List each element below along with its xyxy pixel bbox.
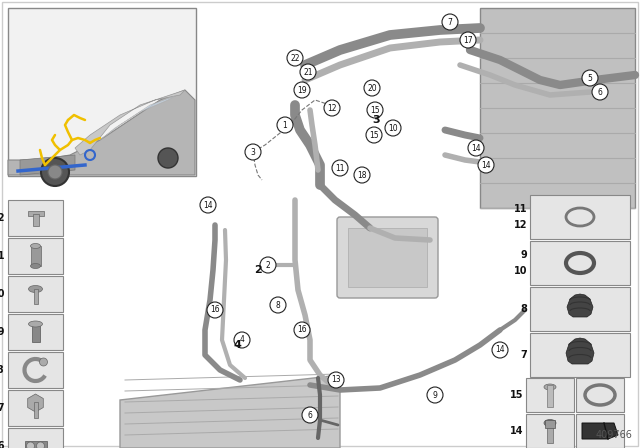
Text: 12: 12: [513, 220, 527, 230]
Text: 6: 6: [598, 87, 602, 96]
Text: 10: 10: [388, 124, 398, 133]
Polygon shape: [20, 155, 75, 175]
Text: 14: 14: [203, 201, 213, 210]
Ellipse shape: [31, 244, 40, 249]
Circle shape: [41, 158, 69, 186]
Circle shape: [468, 140, 484, 156]
Circle shape: [300, 64, 316, 80]
Text: 17: 17: [463, 35, 473, 44]
Bar: [28, 211, 44, 216]
FancyBboxPatch shape: [530, 287, 630, 331]
Circle shape: [302, 407, 318, 423]
Circle shape: [427, 387, 443, 403]
Circle shape: [200, 197, 216, 213]
Text: 16: 16: [297, 326, 307, 335]
Polygon shape: [8, 90, 195, 175]
Polygon shape: [100, 96, 175, 140]
Circle shape: [478, 157, 494, 173]
Circle shape: [48, 165, 62, 179]
Text: 1: 1: [283, 121, 287, 129]
FancyBboxPatch shape: [348, 228, 427, 287]
Circle shape: [287, 50, 303, 66]
Circle shape: [582, 70, 598, 86]
Circle shape: [36, 442, 45, 448]
Text: 8: 8: [276, 301, 280, 310]
Text: 21: 21: [303, 68, 313, 77]
Polygon shape: [75, 90, 185, 155]
Text: 20: 20: [0, 289, 5, 299]
FancyBboxPatch shape: [8, 238, 63, 274]
FancyBboxPatch shape: [8, 428, 63, 448]
Text: 19: 19: [297, 86, 307, 95]
Bar: [24, 441, 47, 448]
Text: 9: 9: [520, 250, 527, 260]
Text: 14: 14: [495, 345, 505, 354]
Ellipse shape: [544, 419, 556, 426]
Text: 14: 14: [481, 160, 491, 169]
Text: 12: 12: [327, 103, 337, 112]
Circle shape: [442, 14, 458, 30]
Bar: [33, 289, 38, 304]
Text: 3: 3: [251, 147, 255, 156]
Bar: [545, 420, 555, 428]
Text: 20: 20: [367, 83, 377, 92]
Text: 22: 22: [291, 53, 300, 63]
FancyBboxPatch shape: [526, 378, 574, 412]
Ellipse shape: [29, 321, 42, 327]
FancyBboxPatch shape: [576, 414, 624, 448]
FancyBboxPatch shape: [8, 314, 63, 350]
Text: 4: 4: [233, 340, 241, 350]
FancyBboxPatch shape: [530, 333, 630, 377]
FancyBboxPatch shape: [530, 241, 630, 285]
Circle shape: [294, 82, 310, 98]
FancyBboxPatch shape: [8, 276, 63, 312]
Text: 7: 7: [447, 17, 452, 26]
Circle shape: [270, 297, 286, 313]
Circle shape: [460, 32, 476, 48]
Text: 13: 13: [331, 375, 341, 384]
FancyBboxPatch shape: [8, 8, 196, 176]
Circle shape: [364, 80, 380, 96]
Circle shape: [328, 372, 344, 388]
Ellipse shape: [31, 263, 40, 268]
Circle shape: [367, 102, 383, 118]
Circle shape: [324, 100, 340, 116]
Text: 409766: 409766: [595, 430, 632, 440]
Text: 18: 18: [0, 365, 5, 375]
Text: 19: 19: [0, 327, 5, 337]
Text: 4: 4: [239, 336, 244, 345]
Circle shape: [245, 144, 261, 160]
Text: 5: 5: [588, 73, 593, 82]
Circle shape: [592, 84, 608, 100]
Bar: [33, 402, 38, 418]
Polygon shape: [120, 375, 340, 448]
Text: 7: 7: [520, 350, 527, 360]
Text: 21: 21: [0, 251, 5, 261]
Text: 8: 8: [520, 304, 527, 314]
Circle shape: [26, 442, 35, 448]
Text: 10: 10: [513, 266, 527, 276]
Text: 16: 16: [0, 441, 5, 448]
Text: 15: 15: [369, 130, 379, 139]
Text: 15: 15: [509, 390, 523, 400]
FancyBboxPatch shape: [530, 195, 630, 239]
Circle shape: [207, 302, 223, 318]
Polygon shape: [28, 394, 44, 412]
Text: 11: 11: [513, 204, 527, 214]
Text: 18: 18: [357, 171, 367, 180]
Bar: [547, 385, 553, 407]
Text: 2: 2: [254, 265, 262, 275]
Ellipse shape: [544, 384, 556, 390]
Text: 2: 2: [266, 260, 270, 270]
Polygon shape: [567, 294, 593, 317]
Circle shape: [40, 358, 47, 366]
Circle shape: [366, 127, 382, 143]
Text: 14: 14: [471, 143, 481, 152]
Text: 9: 9: [433, 391, 437, 400]
FancyBboxPatch shape: [526, 414, 574, 448]
FancyBboxPatch shape: [8, 352, 63, 388]
Bar: [31, 322, 40, 342]
Polygon shape: [566, 338, 594, 364]
Circle shape: [158, 148, 178, 168]
